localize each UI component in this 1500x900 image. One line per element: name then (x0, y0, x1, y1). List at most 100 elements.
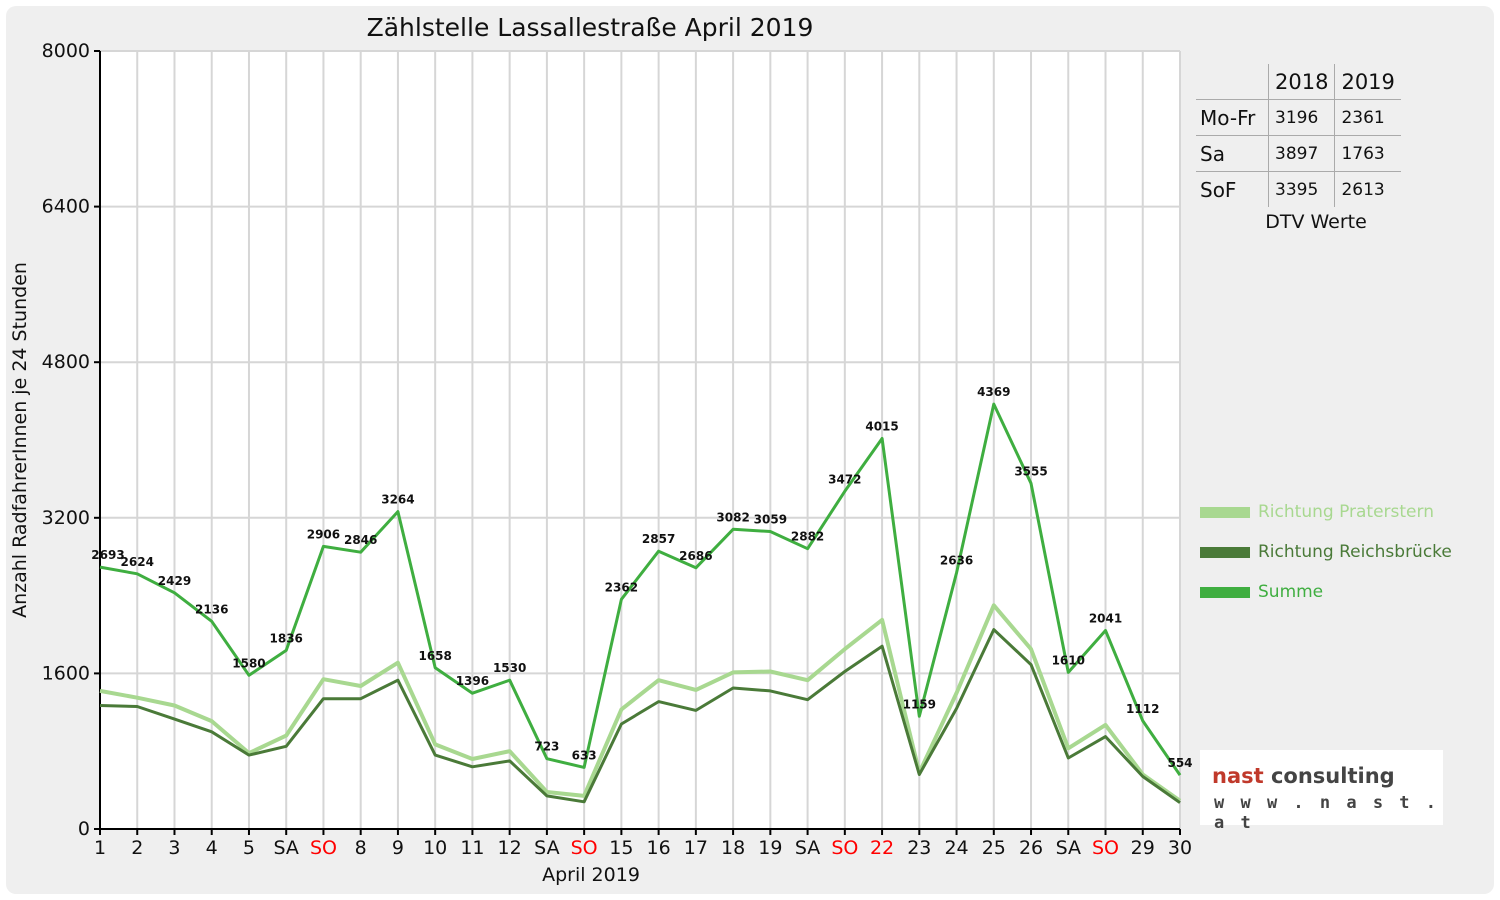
data-label: 2906 (307, 527, 340, 541)
legend-swatch (1200, 546, 1250, 558)
x-tick-label: 3 (168, 837, 180, 859)
x-tick-label: 5 (243, 837, 255, 859)
legend-label: Richtung Reichsbrücke (1258, 542, 1452, 562)
dtv-cell: 1763 (1334, 135, 1401, 172)
data-label: 2429 (158, 574, 191, 588)
logo-brand-consulting: consulting (1263, 764, 1395, 788)
legend-item: Richtung Reichsbrücke (1200, 532, 1452, 572)
x-tick-label: SO (1092, 837, 1119, 859)
data-label: 3082 (716, 510, 749, 524)
x-axis-label: April 2019 (542, 864, 640, 886)
plot-area (100, 51, 1180, 829)
data-label: 3264 (381, 493, 414, 507)
legend-swatch (1200, 586, 1250, 598)
dtv-cell: 2613 (1334, 171, 1401, 207)
x-tick-label: 26 (1019, 837, 1043, 859)
y-tick-label: 0 (78, 818, 90, 840)
data-label: 3555 (1014, 464, 1047, 478)
x-tick-label: SO (831, 837, 858, 859)
x-tick-label: SA (534, 837, 559, 859)
data-label: 1396 (456, 674, 489, 688)
chart-legend: Richtung Praterstern Richtung Reichsbrüc… (1200, 492, 1452, 612)
data-label: 2624 (121, 555, 154, 569)
x-tick-label: SA (1056, 837, 1081, 859)
data-label: 2857 (642, 532, 675, 546)
data-label: 2362 (605, 580, 638, 594)
data-label: 633 (572, 748, 597, 762)
data-label: 1112 (1126, 702, 1159, 716)
x-tick-label: 18 (721, 837, 745, 859)
logo-url: w w w . n a s t . a t (1214, 793, 1439, 833)
dtv-row-label: Sa (1200, 141, 1225, 166)
x-tick-label: 25 (982, 837, 1006, 859)
dtv-row-label: Mo-Fr (1200, 105, 1256, 130)
dtv-caption: DTV Werte (1265, 211, 1367, 233)
logo-brand-nast: nast (1212, 764, 1264, 788)
series-line (99, 628, 1181, 804)
chart-title: Zählstelle Lassallestraße April 2019 (366, 13, 814, 42)
x-tick-label: 8 (355, 837, 367, 859)
y-axis-label: Anzahl RadfahrerInnen je 24 Stunden (9, 262, 31, 618)
data-label: 2882 (791, 530, 824, 544)
dtv-cell: 3395 (1267, 171, 1335, 207)
x-tick-label: 22 (870, 837, 894, 859)
x-tick-label: 29 (1131, 837, 1155, 859)
data-label: 2693 (91, 548, 124, 562)
data-label: 1159 (903, 697, 936, 711)
x-tick-label: 2 (131, 837, 143, 859)
x-tick-label: 19 (758, 837, 782, 859)
x-tick-label: 16 (647, 837, 671, 859)
data-label: 1836 (270, 631, 303, 645)
x-tick-label: 12 (498, 837, 522, 859)
x-tick-label: 9 (392, 837, 404, 859)
legend-item: Richtung Praterstern (1200, 492, 1452, 532)
data-label: 4369 (977, 385, 1010, 399)
x-tick-label: 4 (206, 837, 218, 859)
data-label: 554 (1167, 756, 1192, 770)
data-label: 1610 (1052, 653, 1085, 667)
x-tick-label: 15 (609, 837, 633, 859)
x-tick-label: 11 (460, 837, 484, 859)
x-tick-label: SA (273, 837, 298, 859)
y-tick-label: 1600 (42, 662, 90, 684)
x-tick-label: SO (571, 837, 598, 859)
legend-label: Richtung Praterstern (1258, 502, 1434, 522)
y-tick-label: 6400 (42, 196, 90, 218)
data-label: 1580 (232, 656, 265, 670)
data-label: 4015 (865, 420, 898, 434)
data-label: 723 (534, 740, 559, 754)
x-tick-label: 17 (684, 837, 708, 859)
y-tick-label: 4800 (42, 351, 90, 373)
dtv-header-2019: 2019 (1334, 64, 1401, 100)
x-tick-label: 1 (94, 837, 106, 859)
dtv-row-label: SoF (1200, 177, 1237, 202)
company-logo: nast consulting w w w . n a s t . a t (1200, 750, 1443, 833)
series-line (99, 603, 1182, 803)
dtv-header-2018: 2018 (1267, 64, 1335, 100)
x-tick-label: 24 (944, 837, 968, 859)
x-tick-label: SO (310, 837, 337, 859)
x-tick-label: 30 (1168, 837, 1192, 859)
data-label: 2846 (344, 533, 377, 547)
dtv-table: 2018 2019 Mo-Fr 3196 2361 Sa 3897 1763 S… (1196, 64, 1416, 233)
data-label: 1530 (493, 661, 526, 675)
series-line (99, 402, 1182, 776)
data-label: 1658 (418, 649, 451, 663)
data-label: 2686 (679, 549, 712, 563)
legend-item: Summe (1200, 572, 1452, 612)
y-tick-label: 3200 (42, 507, 90, 529)
logo-brand: nast consulting (1212, 764, 1395, 788)
legend-swatch (1200, 506, 1250, 518)
dtv-header-empty (1196, 64, 1269, 100)
data-label: 2636 (940, 554, 973, 568)
data-label: 2041 (1089, 612, 1122, 626)
data-label: 3059 (754, 513, 787, 527)
data-label: 3472 (828, 472, 861, 486)
x-tick-label: SA (795, 837, 820, 859)
x-tick-label: 23 (907, 837, 931, 859)
dtv-cell: 2361 (1334, 99, 1401, 136)
dtv-cell: 3196 (1267, 99, 1335, 136)
dtv-cell: 3897 (1267, 135, 1335, 172)
x-tick-label: 10 (423, 837, 447, 859)
